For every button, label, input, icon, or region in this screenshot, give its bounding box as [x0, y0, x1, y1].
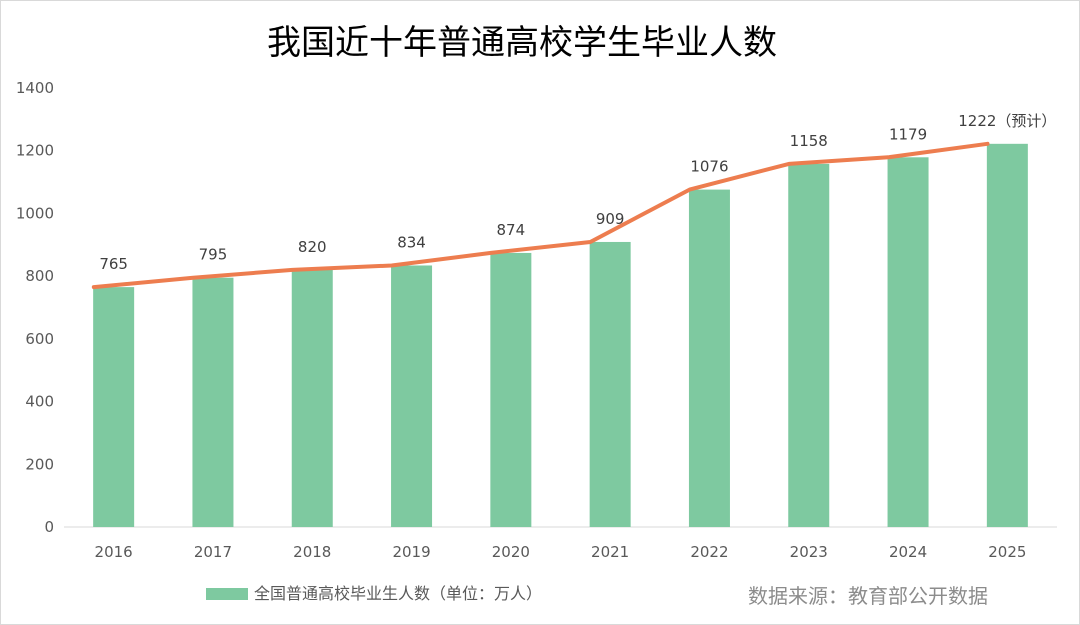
- data-label: 1158: [790, 132, 828, 150]
- x-axis: 2016 2017 2018 2019 2020 2021 2022 2023 2024 2025: [95, 543, 1027, 561]
- bar: [688, 189, 730, 527]
- data-label: 874: [497, 221, 526, 239]
- y-axis: 0 200 400 600 800 1000 1200 1400: [16, 79, 54, 536]
- bar: [788, 163, 830, 528]
- data-label: 765: [99, 255, 128, 273]
- x-tick-label: 2022: [690, 543, 728, 561]
- bar: [887, 157, 929, 527]
- bar-series: [93, 143, 1028, 528]
- y-tick-label: 400: [25, 393, 54, 411]
- x-tick-label: 2023: [790, 543, 828, 561]
- legend: 全国普通高校毕业生人数（单位：万人）: [206, 584, 542, 603]
- line-series: [91, 141, 990, 290]
- data-labels: 765 795 820 834 874 909 1076 1158 1179 1222（预计）: [99, 112, 1056, 273]
- data-label: 1222（预计）: [958, 112, 1056, 130]
- trend-line: [91, 141, 990, 290]
- x-tick-label: 2018: [293, 543, 331, 561]
- data-label: 834: [397, 233, 426, 251]
- y-tick-label: 1000: [16, 204, 54, 222]
- bar: [192, 277, 234, 527]
- x-tick-label: 2020: [492, 543, 530, 561]
- legend-label: 全国普通高校毕业生人数（单位：万人）: [254, 584, 542, 603]
- bar: [490, 252, 532, 527]
- y-tick-label: 800: [25, 267, 54, 285]
- y-tick-label: 200: [25, 455, 54, 473]
- data-label: 909: [596, 210, 625, 228]
- bar: [291, 269, 333, 527]
- data-label: 795: [199, 246, 228, 264]
- x-tick-label: 2021: [591, 543, 629, 561]
- y-tick-label: 0: [44, 518, 54, 536]
- x-tick-label: 2025: [988, 543, 1026, 561]
- bar: [93, 287, 135, 527]
- x-tick-label: 2016: [95, 543, 133, 561]
- y-tick-label: 1200: [16, 142, 54, 160]
- chart-title: 我国近十年普通高校学生毕业人数: [267, 23, 777, 63]
- data-label: 1076: [690, 158, 728, 176]
- legend-swatch: [206, 588, 248, 600]
- x-tick-label: 2017: [194, 543, 232, 561]
- data-label: 1179: [889, 125, 927, 143]
- x-tick-label: 2019: [392, 543, 430, 561]
- bar: [986, 143, 1028, 527]
- data-label: 820: [298, 238, 327, 256]
- x-tick-label: 2024: [889, 543, 927, 561]
- y-tick-label: 600: [25, 330, 54, 348]
- y-tick-label: 1400: [16, 79, 54, 97]
- bar: [391, 265, 433, 527]
- bar: [589, 241, 631, 528]
- source-note: 数据来源：教育部公开数据: [748, 584, 988, 608]
